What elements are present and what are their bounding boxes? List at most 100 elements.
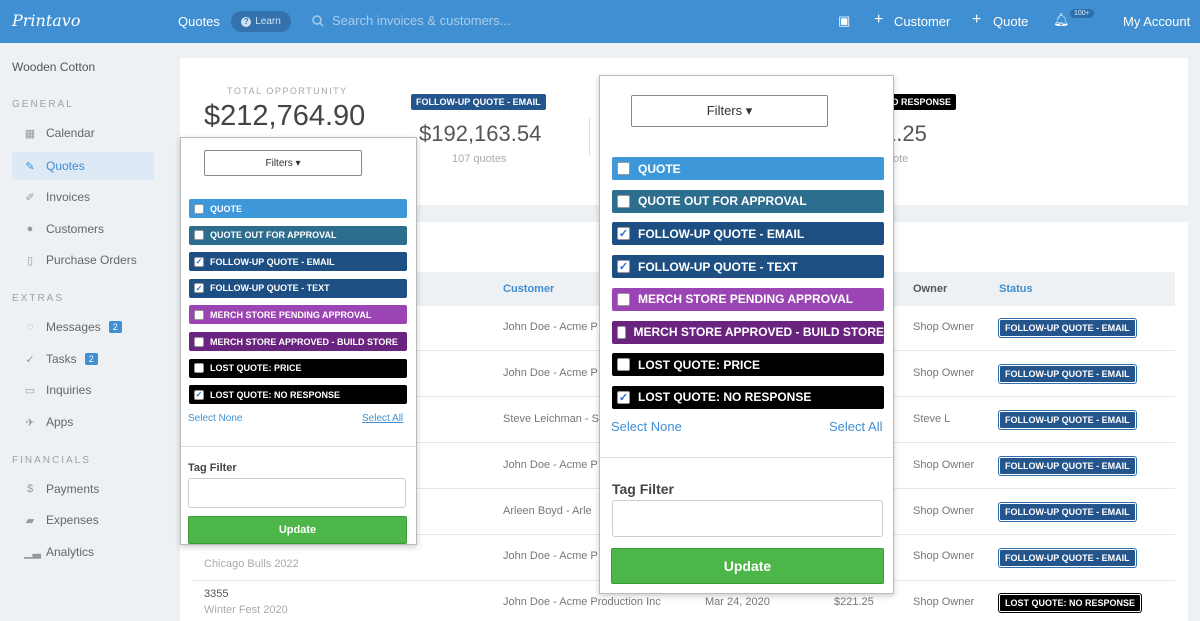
owner-cell: Shop Owner [913,596,975,608]
filter-option-lost-quote-price[interactable]: LOST QUOTE: PRICE [189,358,407,378]
my-account-link[interactable]: My Account [1123,14,1191,29]
filter-checkbox[interactable] [194,203,204,214]
filter-option-quote-out-for-approval[interactable]: QUOTE OUT FOR APPROVAL [612,189,884,213]
status-badge[interactable]: LOST QUOTE: NO RESPONSE [999,594,1142,612]
stage-count-email: 107 quotes [452,153,507,165]
sidebar-item-payments[interactable]: $ Payments [12,475,154,503]
sidebar-item-invoices[interactable]: ✐ Invoices [12,183,154,211]
quote-number[interactable]: 3355 [204,588,229,600]
status-badge[interactable]: FOLLOW-UP QUOTE - EMAIL [999,411,1136,429]
new-customer-button[interactable]: Customer [894,14,951,29]
column-header-owner: Owner [913,283,948,295]
filter-option-merch-store-pending-approval[interactable]: MERCH STORE PENDING APPROVAL [189,305,407,325]
filter-option-follow-up-quote-text[interactable]: ✓ FOLLOW-UP QUOTE - TEXT [612,255,884,279]
status-badge[interactable]: FOLLOW-UP QUOTE - EMAIL [999,365,1136,383]
filter-checkbox[interactable] [194,336,204,347]
filter-option-follow-up-quote-email[interactable]: ✓ FOLLOW-UP QUOTE - EMAIL [612,222,884,246]
filter-checkbox[interactable] [194,363,204,374]
filter-checkbox[interactable] [617,162,630,175]
column-header-status[interactable]: Status [999,283,1033,295]
filter-checkbox[interactable] [194,309,204,320]
filter-option-merch-store-pending-approval[interactable]: MERCH STORE PENDING APPROVAL [612,287,884,311]
bell-icon[interactable]: 🔔︎ [1053,12,1070,27]
filter-option-lost-quote-no-response[interactable]: ✓ LOST QUOTE: NO RESPONSE [612,385,884,409]
sidebar-item-customers[interactable]: ● Customers [12,215,154,243]
filter-option-follow-up-quote-email[interactable]: ✓ FOLLOW-UP QUOTE - EMAIL [189,252,407,272]
filter-checkbox[interactable]: ✓ [194,389,204,400]
status-badge[interactable]: FOLLOW-UP QUOTE - EMAIL [999,319,1136,337]
update-button[interactable]: Update [188,516,407,544]
sidebar-item-analytics[interactable]: ▁▃ Analytics [12,538,154,566]
filter-option-label: QUOTE OUT FOR APPROVAL [210,230,337,241]
total-opportunity-value: $212,764.90 [204,100,366,132]
sidebar-item-tasks[interactable]: ✓ Tasks 2 [12,345,154,373]
sidebar-item-label: Messages [46,320,101,334]
sidebar-item-label: Tasks [46,352,77,366]
inbox-icon: ▭ [24,384,36,397]
filter-option-quote[interactable]: QUOTE [612,157,884,180]
filter-checkbox[interactable] [617,325,626,339]
update-button[interactable]: Update [611,548,884,584]
calculator-icon[interactable]: ▣ [838,13,851,28]
sidebar-item-quotes[interactable]: ✎ Quotes [12,152,154,180]
section-financials: FINANCIALS [12,455,91,466]
filter-checkbox[interactable]: ✓ [617,390,630,404]
sidebar-item-purchase-orders[interactable]: ▯ Purchase Orders [12,246,154,274]
filter-option-label: LOST QUOTE: NO RESPONSE [638,390,812,405]
stage-tag-email: FOLLOW-UP QUOTE - EMAIL [411,94,546,110]
filter-checkbox[interactable]: ✓ [617,227,630,241]
learn-button[interactable]: ? Learn [231,11,291,32]
filter-checkbox[interactable] [617,292,630,306]
filter-option-label: QUOTE [638,161,681,176]
filters-button[interactable]: Filters ▾ [631,95,828,127]
filter-checkbox[interactable]: ✓ [617,260,630,274]
filter-checkbox[interactable] [617,358,630,372]
filter-option-quote-out-for-approval[interactable]: QUOTE OUT FOR APPROVAL [189,225,407,245]
customer-cell[interactable]: Steve Leichman - S [503,413,599,425]
filter-option-quote[interactable]: QUOTE [189,199,407,218]
customer-cell[interactable]: John Doe - Acme Production Inc [503,596,661,608]
search-input[interactable]: Search invoices & customers... [312,13,510,28]
filter-checkbox[interactable]: ✓ [194,256,204,267]
filter-option-follow-up-quote-text[interactable]: ✓ FOLLOW-UP QUOTE - TEXT [189,278,407,298]
select-none-link[interactable]: Select None [188,413,243,424]
nav-quotes[interactable]: Quotes [178,14,220,29]
select-all-link[interactable]: Select All [829,419,883,434]
filter-option-merch-store-approved-build-store[interactable]: MERCH STORE APPROVED - BUILD STORE [612,320,884,344]
filter-option-lost-quote-price[interactable]: LOST QUOTE: PRICE [612,353,884,377]
customer-cell[interactable]: Arleen Boyd - Arle [503,505,592,517]
select-none-link[interactable]: Select None [611,419,682,434]
select-all-link[interactable]: Select All [362,413,404,424]
tag-filter-input[interactable] [188,478,406,508]
sidebar-item-label: Purchase Orders [46,253,137,267]
filter-option-lost-quote-no-response[interactable]: ✓ LOST QUOTE: NO RESPONSE [189,385,407,405]
calendar-icon: ▦ [24,127,36,140]
sidebar-item-expenses[interactable]: ▰ Expenses [12,506,154,534]
status-badge[interactable]: FOLLOW-UP QUOTE - EMAIL [999,503,1136,521]
status-badge[interactable]: FOLLOW-UP QUOTE - EMAIL [999,457,1136,475]
tag-filter-input[interactable] [612,500,883,537]
filter-option-label: LOST QUOTE: PRICE [638,357,761,372]
customer-cell[interactable]: John Doe - Acme P [503,550,598,562]
sidebar-item-label: Inquiries [46,383,92,397]
top-navbar: Printavo Quotes ? Learn Search invoices &… [0,0,1200,43]
check-icon: ✓ [25,353,35,366]
sidebar-item-messages[interactable]: ◌ Messages 2 [12,313,154,341]
sidebar-item-label: Expenses [46,513,99,527]
customer-cell[interactable]: John Doe - Acme P [503,367,598,379]
status-badge[interactable]: FOLLOW-UP QUOTE - EMAIL [999,549,1136,567]
filter-checkbox[interactable]: ✓ [194,283,204,294]
section-general: GENERAL [12,99,74,110]
new-quote-button[interactable]: Quote [993,14,1029,29]
customer-cell[interactable]: John Doe - Acme P [503,321,598,333]
sidebar-item-inquiries[interactable]: ▭ Inquiries [12,376,154,404]
filter-option-merch-store-approved-build-store[interactable]: MERCH STORE APPROVED - BUILD STORE [189,332,407,351]
column-header-customer[interactable]: Customer [503,283,555,295]
sidebar-item-calendar[interactable]: ▦ Calendar [12,119,154,147]
sidebar-item-apps[interactable]: ✈ Apps [12,408,154,436]
filter-checkbox[interactable] [194,230,204,241]
filters-button[interactable]: Filters ▾ [204,150,362,176]
filter-checkbox[interactable] [617,194,630,208]
customer-cell[interactable]: John Doe - Acme P [503,459,598,471]
printavo-logo[interactable]: Printavo [12,11,81,30]
